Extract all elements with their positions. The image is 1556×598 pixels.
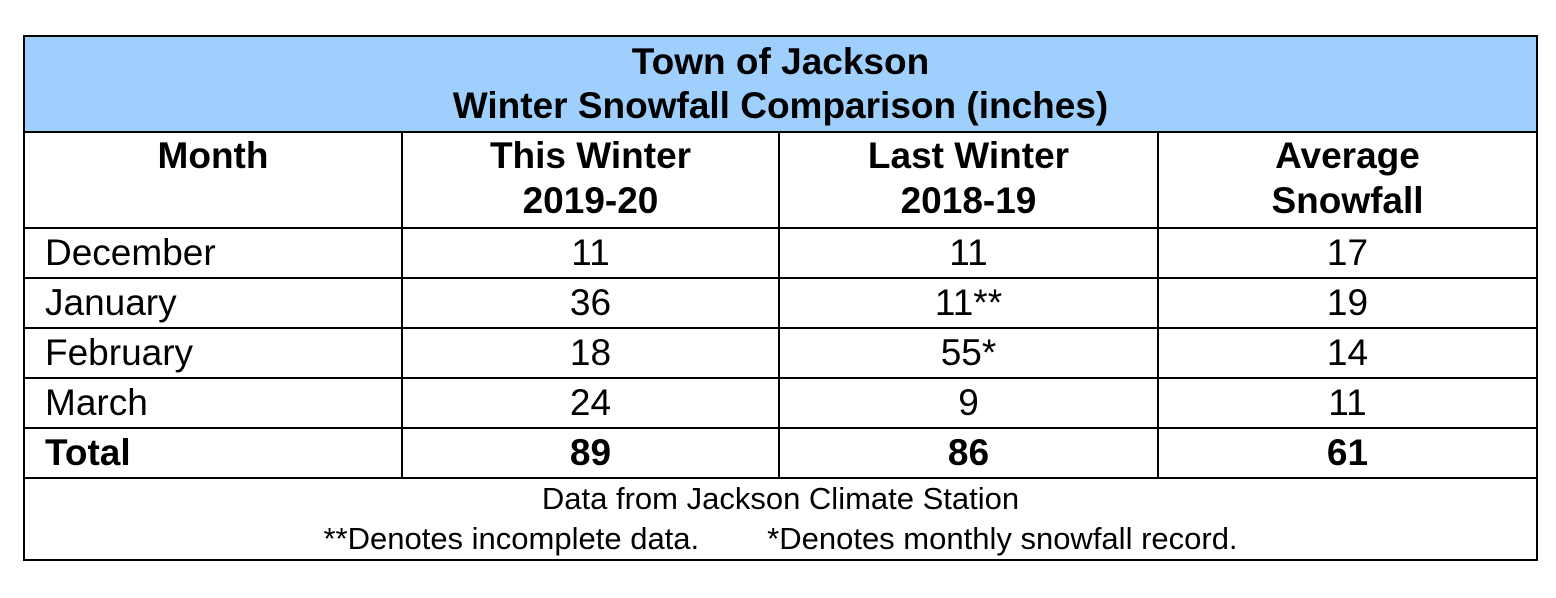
cell-total: 61	[1156, 427, 1539, 479]
header-average: Average Snowfall	[1156, 131, 1539, 229]
cell-total: 89	[401, 427, 780, 479]
table-title: Town of Jackson Winter Snowfall Comparis…	[22, 35, 1539, 133]
table-row: January 36 11** 19	[23, 277, 1539, 329]
snowfall-table: Town of Jackson Winter Snowfall Comparis…	[22, 35, 1539, 561]
header-this-winter: This Winter 2019-20	[401, 131, 780, 229]
cell-value: 11**	[778, 277, 1159, 329]
cell-value: 17	[1156, 227, 1539, 279]
title-line-1: Town of Jackson	[631, 41, 930, 82]
table-row: March 24 9 11	[23, 377, 1539, 429]
record-note: *Denotes monthly snowfall record.	[767, 521, 1238, 556]
cell-value: 11	[401, 227, 780, 279]
header-line: Last Winter	[867, 135, 1070, 176]
table-row: December 11 11 17	[23, 227, 1539, 279]
cell-value: 36	[401, 277, 780, 329]
header-line: Average	[1275, 135, 1420, 176]
cell-value: 14	[1156, 327, 1539, 379]
cell-value: 11	[1156, 377, 1539, 429]
table-row: February 18 55* 14	[23, 327, 1539, 379]
cell-total-label: Total	[23, 427, 403, 479]
header-month: Month	[23, 131, 403, 229]
incomplete-note: **Denotes incomplete data.	[323, 521, 700, 556]
cell-value: 9	[778, 377, 1159, 429]
cell-month: March	[23, 377, 403, 429]
cell-month: February	[23, 327, 403, 379]
header-line: Month	[157, 135, 269, 176]
header-line: 2019-20	[522, 180, 659, 221]
cell-value: 24	[401, 377, 780, 429]
source-note: Data from Jackson Climate Station	[541, 481, 1020, 516]
cell-value: 19	[1156, 277, 1539, 329]
cell-month: January	[23, 277, 403, 329]
cell-value: 11	[778, 227, 1159, 279]
total-row: Total 89 86 61	[23, 427, 1539, 479]
table-footer: Data from Jackson Climate Station **Deno…	[22, 477, 1539, 561]
header-line: This Winter	[489, 135, 692, 176]
cell-value: 55*	[778, 327, 1159, 379]
header-last-winter: Last Winter 2018-19	[778, 131, 1159, 229]
cell-value: 18	[401, 327, 780, 379]
title-line-2: Winter Snowfall Comparison (inches)	[452, 85, 1109, 126]
header-line: 2018-19	[900, 180, 1037, 221]
cell-total: 86	[778, 427, 1159, 479]
header-line: Snowfall	[1271, 180, 1424, 221]
cell-month: December	[23, 227, 403, 279]
